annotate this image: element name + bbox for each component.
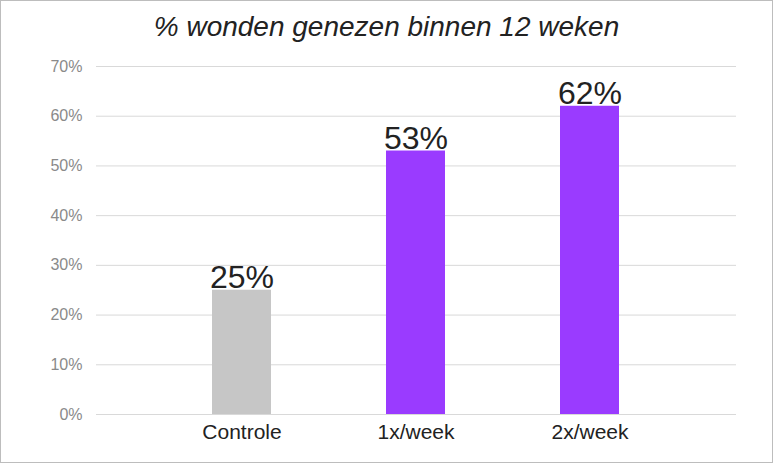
svg-text:10%: 10% [50,356,82,373]
svg-text:20%: 20% [50,306,82,323]
svg-text:60%: 60% [50,107,82,124]
svg-text:1x/week: 1x/week [377,420,455,443]
svg-text:2x/week: 2x/week [551,420,629,443]
svg-text:50%: 50% [50,157,82,174]
svg-text:53%: 53% [384,120,448,156]
svg-text:40%: 40% [50,207,82,224]
svg-text:0%: 0% [59,406,82,423]
svg-text:70%: 70% [50,58,82,75]
svg-text:30%: 30% [50,256,82,273]
svg-text:25%: 25% [210,259,274,295]
svg-text:Controle: Controle [202,420,281,443]
svg-text:62%: 62% [558,75,622,111]
html-text:% wonden genezen binnen 12 wek: % wonden genezen binnen 12 weken [153,11,620,42]
